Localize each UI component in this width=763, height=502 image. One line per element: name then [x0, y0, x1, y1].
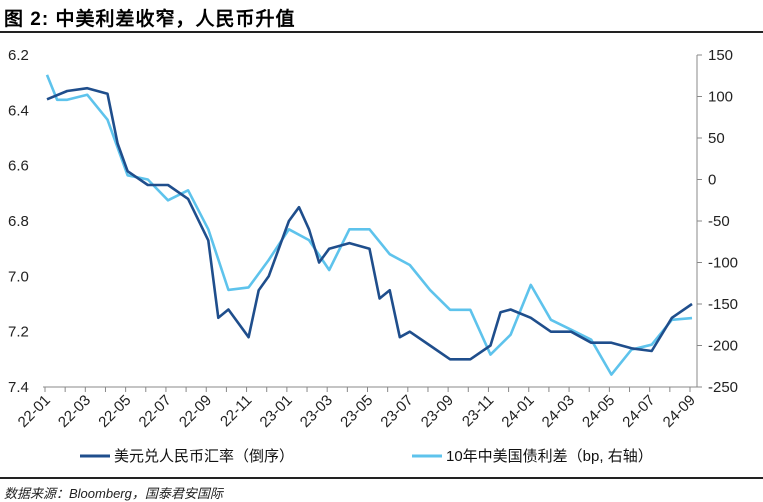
left-tick-label: 6.8	[8, 213, 29, 230]
left-tick-label: 7.4	[8, 379, 29, 396]
left-tick-label: 7.0	[8, 268, 29, 285]
x-tick-label: 23-11	[459, 392, 497, 430]
right-tick-label: -150	[708, 296, 738, 313]
footer-divider	[0, 477, 763, 479]
right-tick-label: 50	[708, 130, 725, 147]
right-tick-label: -250	[708, 379, 738, 396]
left-tick-label: 6.6	[8, 158, 29, 175]
series-spread	[47, 75, 692, 375]
legend-label: 美元兑人民币汇率（倒序）	[114, 448, 294, 465]
source-note: 数据来源：Bloomberg，国泰君安国际	[4, 483, 223, 502]
right-tick-label: -100	[708, 255, 738, 272]
x-tick-label: 24-01	[498, 392, 537, 431]
x-tick-label: 22-05	[95, 392, 134, 431]
x-tick-label: 22-03	[55, 392, 94, 431]
right-tick-label: 100	[708, 89, 733, 106]
x-tick-label: 24-09	[660, 392, 699, 431]
right-tick-label: -200	[708, 338, 738, 355]
left-tick-label: 6.2	[8, 47, 29, 64]
x-tick-label: 22-07	[136, 392, 175, 431]
series-line	[47, 88, 692, 359]
x-tick-label: 23-01	[257, 392, 296, 431]
x-tick-label: 24-05	[579, 392, 618, 431]
x-tick-label: 22-11	[217, 392, 255, 430]
left-tick-label: 7.2	[8, 324, 29, 341]
x-tick-label: 24-03	[539, 392, 578, 431]
left-tick-label: 6.4	[8, 102, 29, 119]
x-tick-label: 23-03	[297, 392, 336, 431]
x-tick-label: 23-05	[337, 392, 376, 431]
x-tick-label: 23-09	[418, 392, 457, 431]
right-tick-label: 0	[708, 172, 716, 189]
x-tick-label: 23-07	[377, 392, 416, 431]
right-tick-label: -50	[708, 213, 730, 230]
right-tick-label: 150	[708, 47, 733, 64]
x-tick-label: 24-07	[619, 392, 658, 431]
x-tick-label: 22-01	[15, 392, 54, 431]
series-line	[47, 75, 692, 375]
series-usdcny	[47, 88, 692, 359]
x-tick-label: 22-09	[176, 392, 215, 431]
legend-label: 10年中美国债利差（bp, 右轴）	[446, 448, 653, 465]
